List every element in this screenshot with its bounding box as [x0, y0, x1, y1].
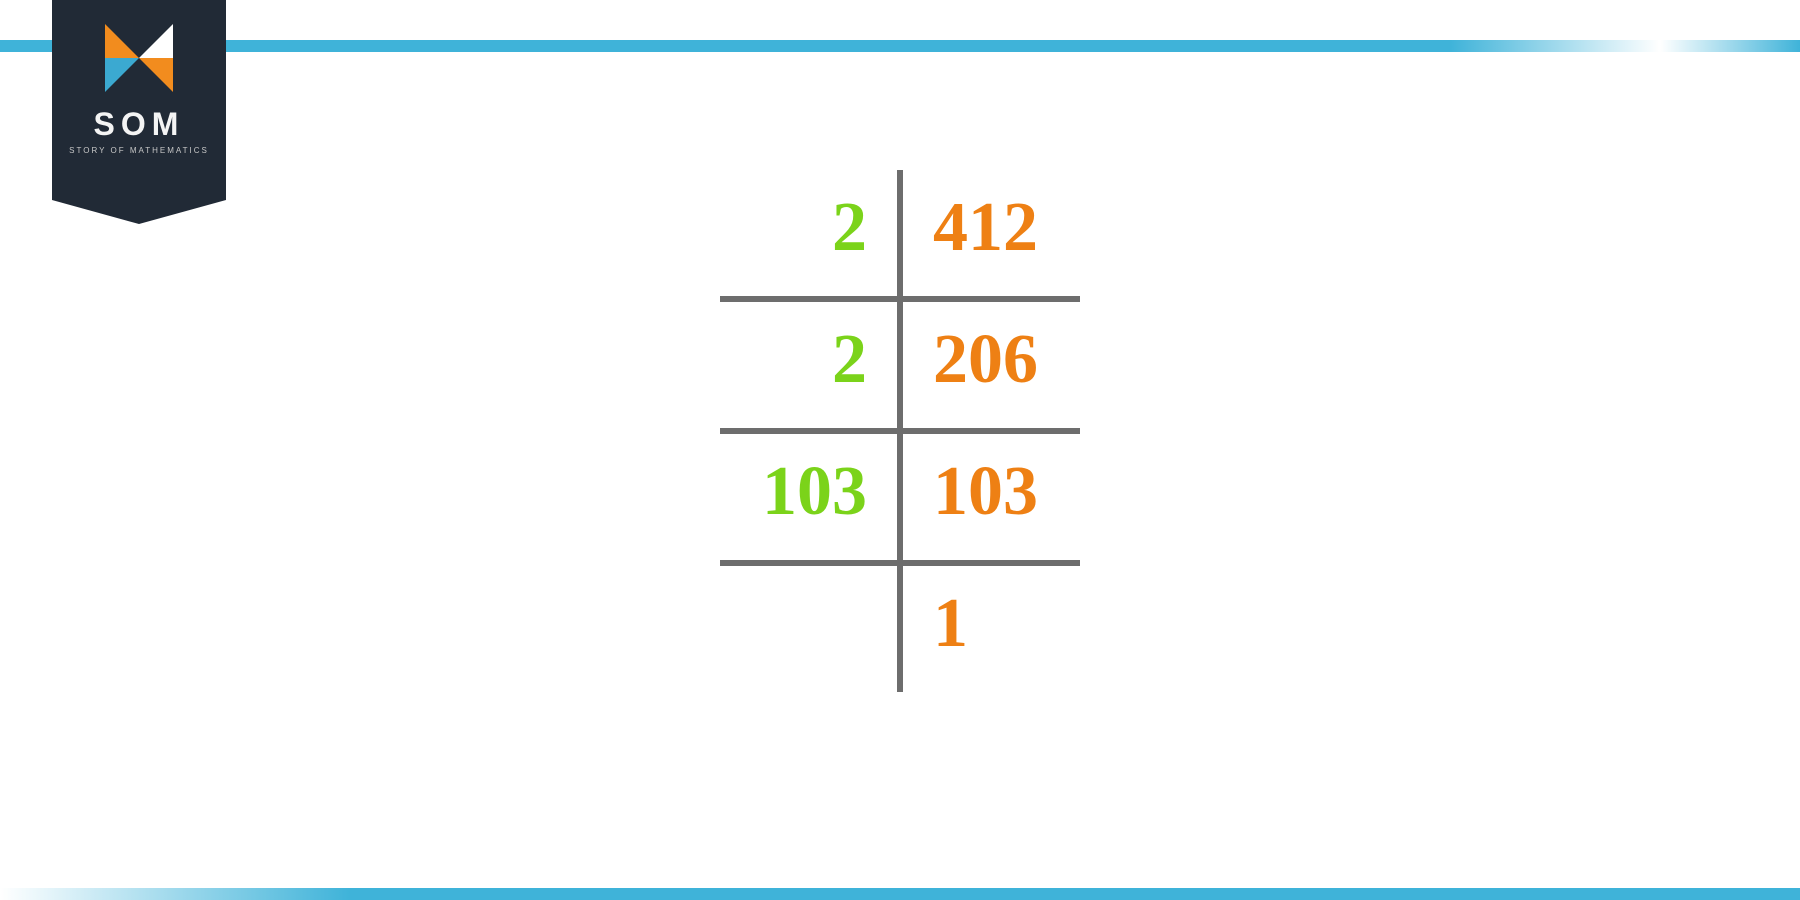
divisor-cell [720, 563, 900, 692]
logo-tri-br [139, 58, 173, 92]
factorization-row: 1 [720, 563, 1080, 692]
logo-mark-icon [105, 24, 173, 92]
prime-factorization-diagram: 241222061031031 [720, 170, 1080, 692]
bottom-accent-bar [0, 888, 1800, 900]
factorization-row: 2206 [720, 299, 1080, 431]
factorization-table: 241222061031031 [720, 170, 1080, 692]
logo-badge: SOM STORY OF MATHEMATICS [52, 0, 226, 200]
factorization-row: 2412 [720, 170, 1080, 299]
logo-tri-bl [105, 58, 139, 92]
quotient-cell: 412 [900, 170, 1080, 299]
bottom-bar-solid [350, 888, 1800, 900]
quotient-cell: 1 [900, 563, 1080, 692]
quotient-cell: 206 [900, 299, 1080, 431]
divisor-cell: 2 [720, 170, 900, 299]
top-bar-fade [1450, 40, 1800, 52]
top-accent-bar [0, 40, 1800, 52]
logo-tri-tr [139, 24, 173, 58]
logo-title: SOM [94, 108, 185, 140]
quotient-cell: 103 [900, 431, 1080, 563]
logo-tri-tl [105, 24, 139, 58]
divisor-cell: 103 [720, 431, 900, 563]
divisor-cell: 2 [720, 299, 900, 431]
factorization-row: 103103 [720, 431, 1080, 563]
logo-subtitle: STORY OF MATHEMATICS [69, 146, 209, 155]
bottom-bar-fade [0, 888, 350, 900]
